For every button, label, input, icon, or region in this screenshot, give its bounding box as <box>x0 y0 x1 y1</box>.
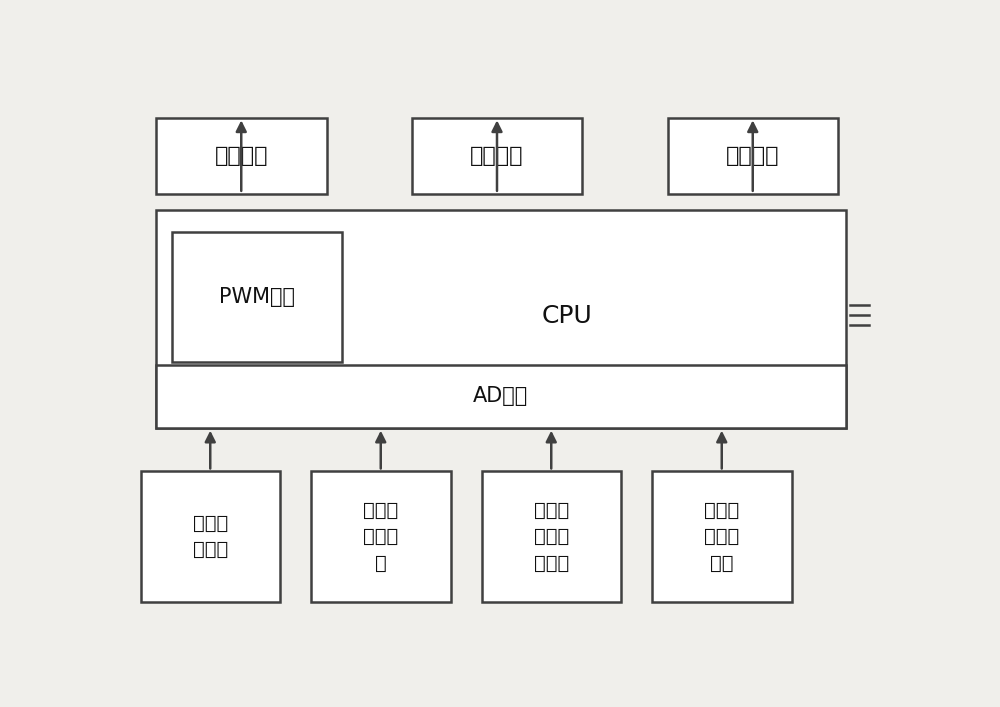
Bar <box>652 472 792 602</box>
Text: 保护模块: 保护模块 <box>470 146 524 165</box>
Bar <box>311 472 450 602</box>
Text: AD转换: AD转换 <box>473 386 528 407</box>
Text: 充放电
电流采
样电路: 充放电 电流采 样电路 <box>534 501 569 573</box>
Text: PWM模块: PWM模块 <box>219 287 295 307</box>
Text: CPU: CPU <box>541 304 592 328</box>
Bar <box>172 232 342 363</box>
Bar <box>412 117 582 194</box>
Bar <box>668 117 838 194</box>
Text: 温度采
样模块: 温度采 样模块 <box>193 514 228 559</box>
Bar <box>156 366 846 428</box>
Text: 电池电
压采样
电路: 电池电 压采样 电路 <box>704 501 739 573</box>
Bar <box>482 472 621 602</box>
Bar <box>156 210 846 428</box>
Text: 均衡模块: 均衡模块 <box>726 146 780 165</box>
Bar <box>140 472 280 602</box>
Bar <box>156 117 326 194</box>
Text: 充电模块: 充电模块 <box>214 146 268 165</box>
Text: 输入电
压、电
流: 输入电 压、电 流 <box>363 501 398 573</box>
